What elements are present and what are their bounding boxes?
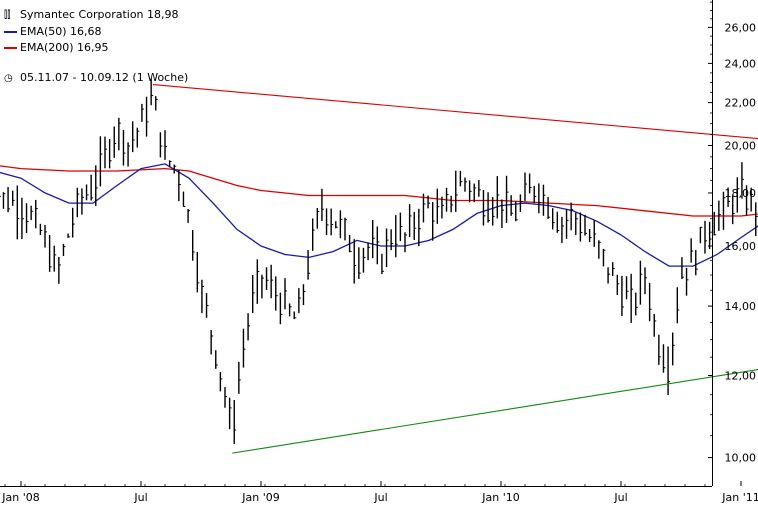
y-tick-label: 28,00 (725, 0, 757, 1)
x-tick-label: Jul (373, 491, 387, 504)
y-tick-label: 12,00 (725, 370, 757, 383)
y-tick-label: 20,00 (725, 140, 757, 153)
x-tick-label: Jan '08 (1, 491, 39, 504)
y-tick-label: 14,00 (725, 300, 757, 313)
y-tick-label: 18,00 (725, 187, 757, 200)
legend-instrument-label: Symantec Corporation 18,98 (20, 8, 179, 21)
legend-period-label: 05.11.07 - 10.09.12 (1 Woche) (20, 71, 189, 84)
x-tick-label: Jan '11 (721, 491, 758, 504)
ema50-polyline (0, 163, 758, 267)
ema200-line (0, 165, 758, 217)
clock-icon: ◷ (4, 73, 13, 84)
legend-ema50: EMA(50) 16,68 (4, 25, 102, 38)
y-tick-label: 24,00 (725, 57, 757, 70)
legend-ema50-label: EMA(50) 16,68 (20, 25, 102, 38)
bar-chart-icon: ⫿⫿ (4, 10, 11, 21)
y-axis: 10,00 12,00 14,00 16,00 18,00 20,00 22,00 24,00… (708, 0, 756, 486)
legend-ema200: EMA(200) 16,95 (4, 41, 109, 54)
y-tick-label: 16,00 (725, 240, 757, 253)
y-tick-label: 10,00 (725, 452, 757, 465)
legend-instrument: ⫿⫿ Symantec Corporation 18,98 (4, 8, 179, 21)
x-tick-label: Jul (133, 491, 147, 504)
x-tick-label: Jan '09 (241, 491, 279, 504)
x-tick-label: Jan '10 (481, 491, 519, 504)
ema50-line (0, 163, 758, 267)
trendlines (152, 83, 758, 454)
price-series (0, 78, 758, 444)
legend-ema200-label: EMA(200) 16,95 (20, 41, 109, 54)
resistance-trendline (152, 83, 758, 140)
y-tick-label: 26,00 (725, 21, 757, 34)
y-tick-label: 22,00 (725, 97, 757, 110)
x-tick-label: Jul (613, 491, 627, 504)
legend-period: ◷ 05.11.07 - 10.09.12 (1 Woche) (4, 71, 188, 84)
ema200-polyline (0, 165, 758, 217)
support-trendline (232, 369, 758, 454)
ema200-swatch (4, 47, 17, 49)
ema50-swatch (4, 31, 17, 33)
